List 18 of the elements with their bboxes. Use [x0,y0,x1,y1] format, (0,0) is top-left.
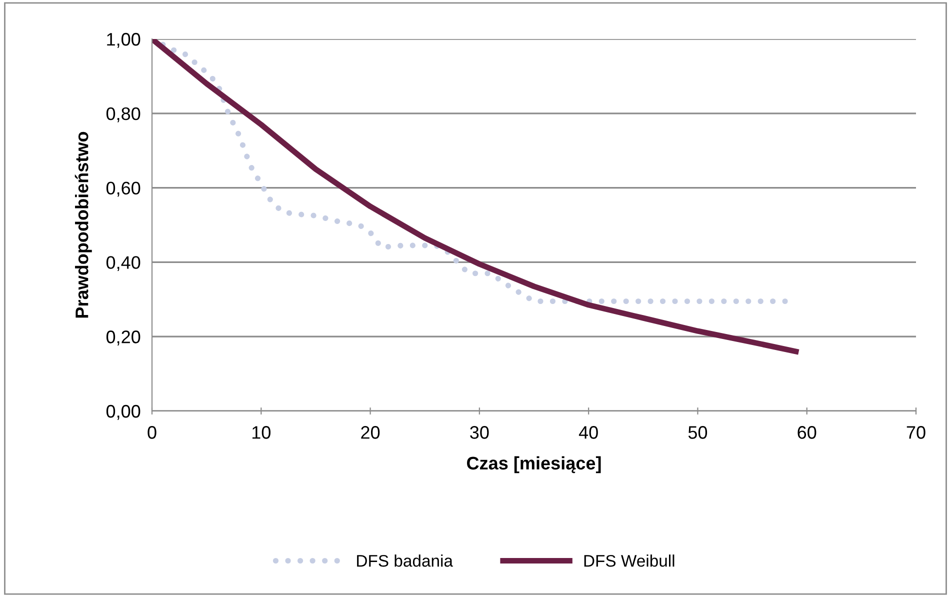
y-axis-title: Prawdopodobieństwo [74,132,92,318]
y-tick-label: 0,00 [106,404,140,420]
y-tick-label: 1,00 [107,32,140,48]
legend-label: DFS badania [357,554,453,567]
x-tick-label: 50 [688,426,708,439]
x-tick-label: 20 [361,426,380,439]
x-tick-label: 0 [148,426,156,439]
legend-label: DFS Weibull [584,554,674,567]
x-tick-label: 70 [906,426,926,439]
x-tick-label: 30 [470,426,489,439]
x-tick-label: 40 [578,426,598,439]
y-tick-label: 0,80 [106,107,140,122]
y-tick-label: 0,40 [106,256,140,272]
x-axis-title: Czas [miesiące] [467,456,601,474]
x-tick-label: 60 [798,426,816,439]
y-tick-label: 0,60 [106,182,140,197]
y-tick-label: 0,20 [106,330,140,346]
x-tick-label: 10 [252,426,270,439]
